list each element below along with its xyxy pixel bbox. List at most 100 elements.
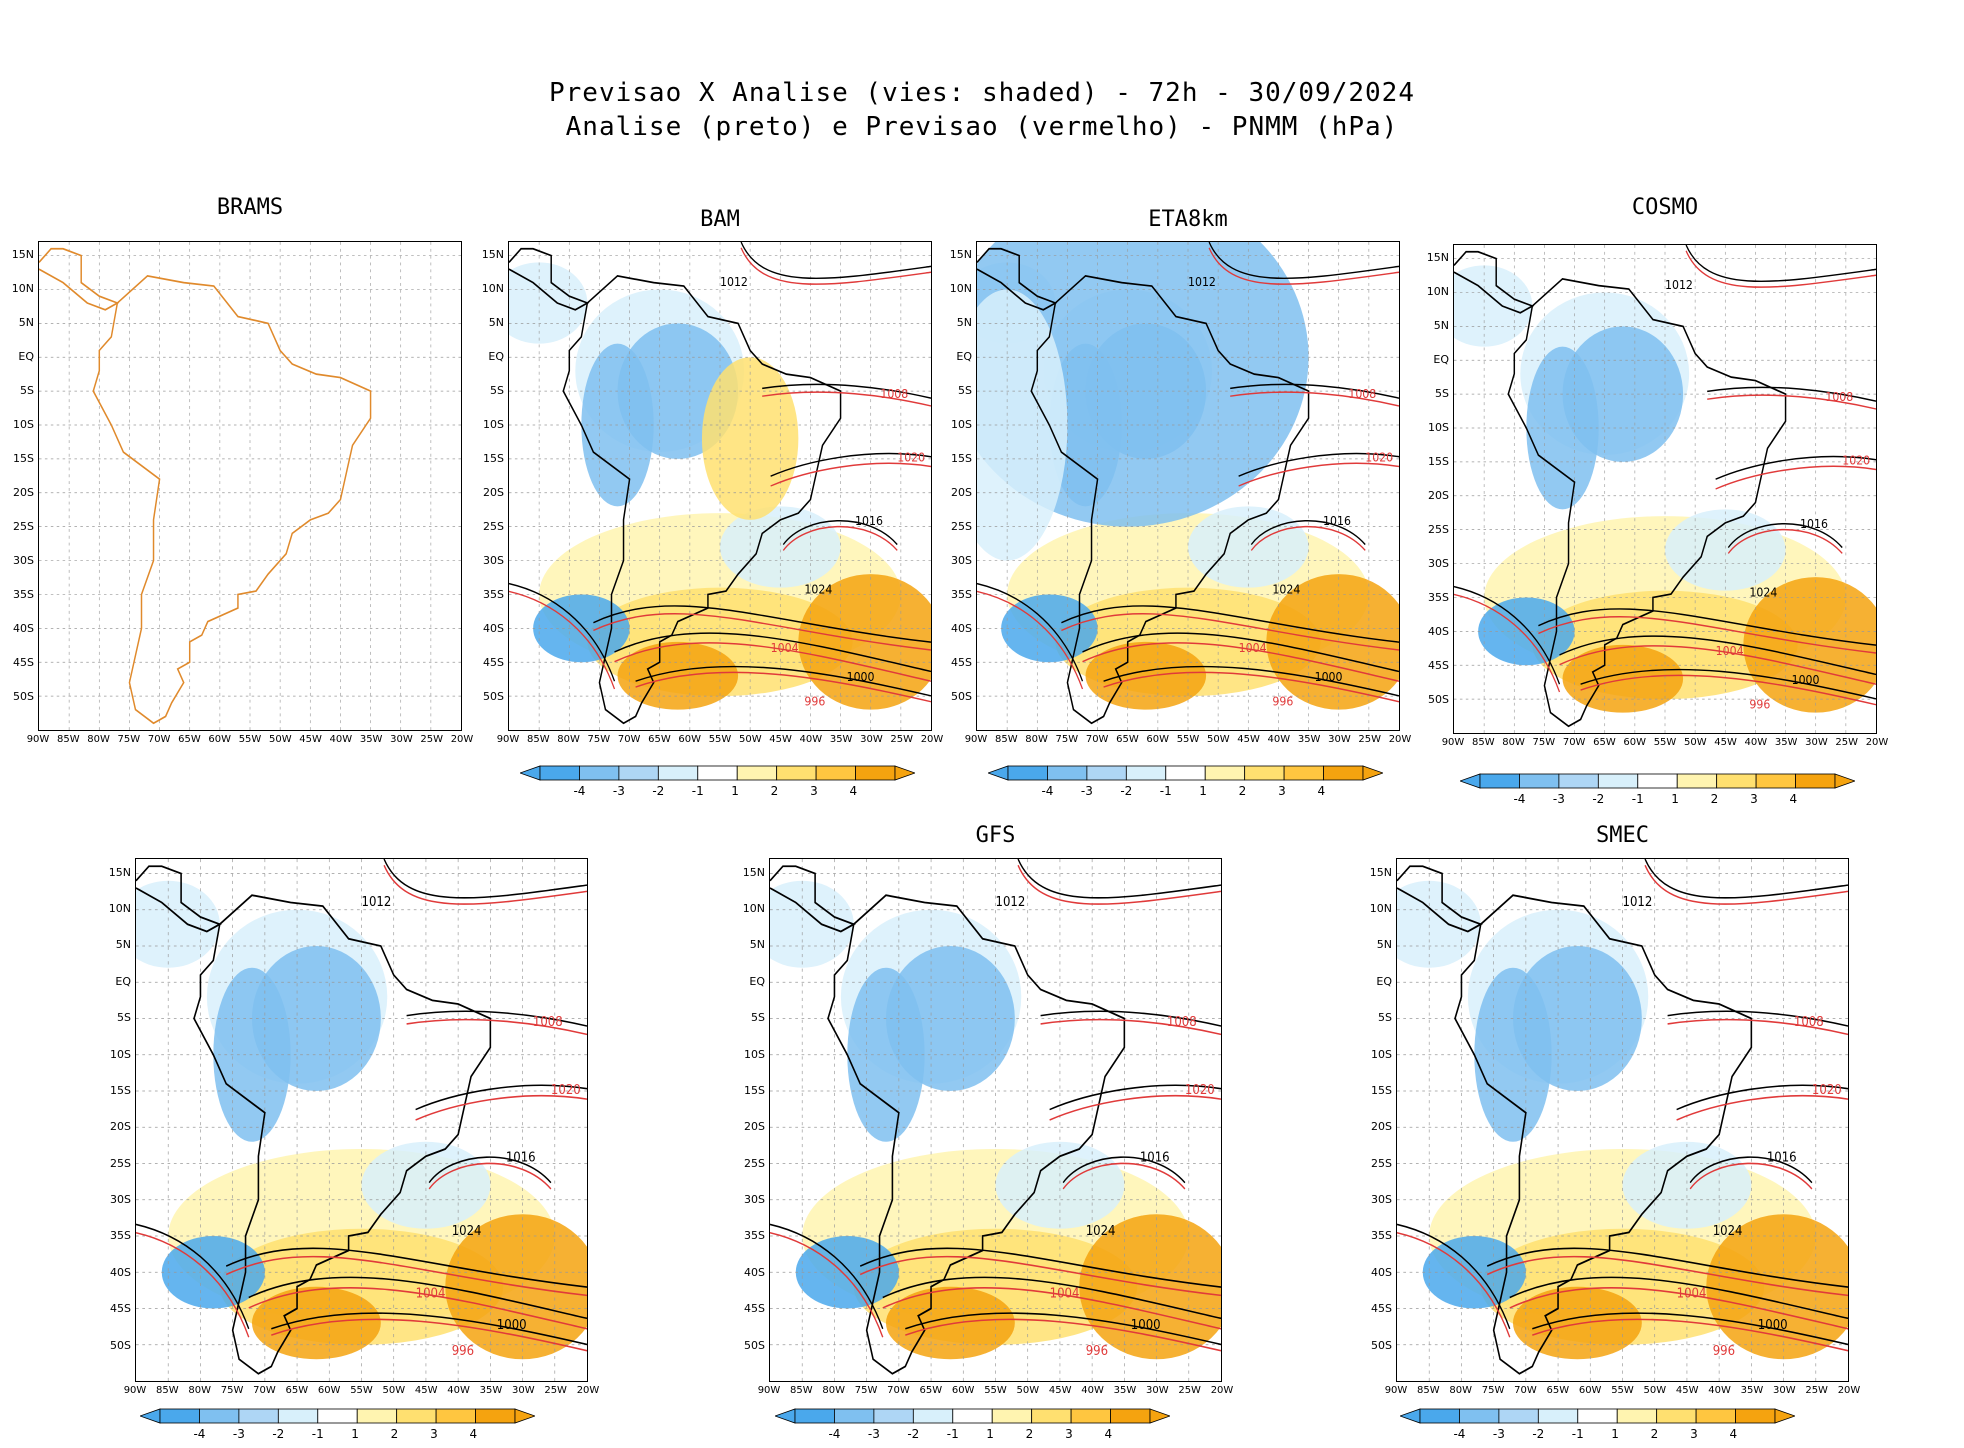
bias-shading [1454, 265, 1876, 713]
south-america-coastline [92, 274, 372, 725]
lon-tick-label: 70W [1514, 1385, 1537, 1396]
analysis-isobar [248, 1276, 587, 1320]
colorbar-segment [815, 765, 856, 781]
colorbar-tick-label: -3 [1493, 1427, 1505, 1441]
bias-colorbar: -4 -3 -2 -1 1 2 3 4 [1458, 773, 1857, 809]
isobars [136, 859, 587, 1352]
analysis-isobar [1062, 1156, 1186, 1184]
contour-label: 1016 [1140, 1149, 1170, 1165]
lon-tick-label: 25W [420, 734, 444, 745]
colorbar-segment [1558, 773, 1599, 789]
colorbar-tick-label: -1 [692, 784, 704, 798]
colorbar-tick-label: 4 [1730, 1427, 1738, 1441]
map-frame: 1012 1008 1016 1020 1024 1004 1000 996 [1396, 858, 1849, 1382]
lon-tick-label: 45W [414, 1385, 438, 1396]
analysis-isobar [1082, 632, 1399, 673]
forecast-isobar [1454, 593, 1561, 693]
forecast-isobar [1715, 465, 1876, 490]
analysis-isobar [977, 582, 1084, 682]
figure-title-line-2: Analise (preto) e Previsao (vermelho) - … [565, 112, 1399, 142]
colorbar-upper-arrow [1149, 1408, 1172, 1424]
lat-tick-label: 10N [481, 281, 504, 295]
analysis-isobar [1509, 1276, 1848, 1320]
lon-tick-label: 45W [1675, 1385, 1699, 1396]
lon-tick-label: 55W [708, 734, 732, 745]
forecast-isobar [593, 613, 931, 651]
lon-tick-label: 60W [951, 1385, 975, 1396]
lon-tick-label: 35W [1774, 737, 1798, 748]
lat-tick-label: 20S [110, 1120, 131, 1134]
colorbar-segment [1110, 1408, 1151, 1424]
colorbar-tick-label: -3 [868, 1427, 880, 1441]
contour-label: 1004 [1239, 640, 1267, 655]
lat-tick-label: 5N [749, 938, 765, 952]
colorbar-tick-label: -1 [1632, 792, 1644, 806]
colorbar-upper-arrow [1834, 773, 1857, 789]
colorbar-tick-label: 4 [850, 784, 858, 798]
forecast-isobar [1062, 1162, 1186, 1190]
lon-tick-label: 50W [1683, 737, 1707, 748]
lon-tick-label: 35W [829, 734, 853, 745]
analysis-isobar [1689, 1156, 1813, 1184]
lon-tick-label: 50W [268, 734, 292, 745]
lon-tick-label: 85W [526, 734, 550, 745]
lat-tick-label: 10S [13, 417, 34, 431]
lon-tick-label: 70W [1562, 737, 1586, 748]
lat-tick-label: 15N [1426, 250, 1449, 264]
lat-tick-label: 5S [1378, 1011, 1392, 1025]
forecast-isobar [225, 1255, 587, 1297]
lon-tick-label: 75W [1481, 1385, 1505, 1396]
forecast-isobar [1082, 642, 1399, 682]
colorbar-segment [396, 1408, 437, 1424]
lat-tick-label: 25S [1428, 522, 1449, 536]
lat-tick-label: 20S [13, 485, 34, 499]
lon-tick-label: 85W [156, 1385, 179, 1396]
map-frame: 1012 1008 1016 1020 1024 1004 1000 996 [1453, 244, 1877, 734]
contour-label: 1020 [1842, 453, 1870, 468]
colorbar-segment [1616, 1408, 1658, 1424]
colorbar-segment [697, 765, 738, 781]
colorbar-segment [912, 1408, 954, 1424]
colorbar-segment [159, 1408, 200, 1424]
contour-label: 1024 [452, 1222, 482, 1238]
lon-tick-label: 60W [208, 734, 232, 745]
analysis-isobar [1667, 1010, 1848, 1027]
lon-tick-label: 80W [87, 734, 110, 745]
lat-tick-label: 50S [1428, 692, 1449, 706]
lon-tick-label: 50W [382, 1385, 406, 1396]
colorbar-segment [1656, 1408, 1697, 1424]
contour-label: 1016 [855, 513, 883, 528]
contour-label: 1008 [1348, 386, 1376, 401]
bias-area [136, 880, 220, 968]
lon-tick-label: 35W [479, 1385, 503, 1396]
colorbar-segment [834, 1408, 875, 1424]
lon-tick-label: 90W [1384, 1385, 1408, 1396]
colorbar-tick-label: -2 [1592, 792, 1604, 806]
lat-tick-label: 25S [110, 1156, 131, 1170]
colorbar-segment [776, 765, 817, 781]
contour-label: 1020 [1812, 1081, 1842, 1097]
analysis-isobar [882, 1276, 1221, 1320]
lat-tick-label: EQ [956, 349, 972, 363]
lon-tick-label: 65W [1116, 734, 1139, 745]
lon-tick-label: 30W [511, 1385, 535, 1396]
lon-tick-label: 60W [317, 1385, 341, 1396]
analysis-isobar [740, 242, 931, 280]
forecast-isobar [740, 247, 931, 285]
lon-tick-label: 45W [769, 734, 792, 745]
lon-tick-label: 25W [1805, 1385, 1828, 1396]
lat-tick-label: 20S [744, 1120, 765, 1134]
lat-tick-label: 40S [744, 1265, 765, 1279]
bias-area [977, 289, 1068, 561]
lat-tick-label: 15N [949, 247, 972, 261]
colorbar-tick-label: -4 [573, 784, 585, 798]
lat-tick-label: 50S [110, 1338, 131, 1352]
forecast-isobar [1667, 1018, 1848, 1036]
map-frame: 1012 1008 1016 1020 1024 1004 1000 996 [508, 241, 932, 731]
lat-tick-label: 30S [483, 553, 504, 567]
colorbar-segment [1716, 773, 1757, 789]
south-america-coastline [1454, 894, 1753, 1375]
colorbar-tick-label: -3 [1553, 792, 1565, 806]
lon-tick-label: 65W [648, 734, 671, 745]
lon-tick-label: 30W [1805, 737, 1828, 748]
